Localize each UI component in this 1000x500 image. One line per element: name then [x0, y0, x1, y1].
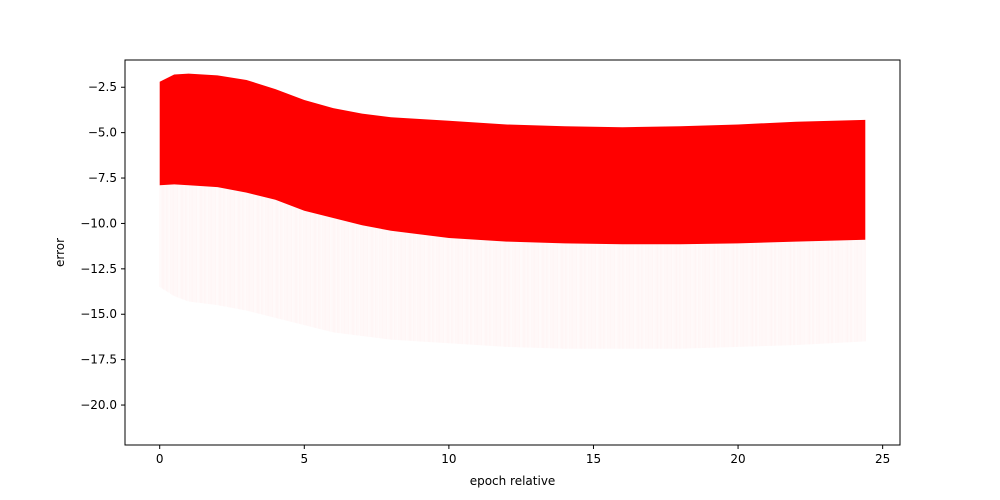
x-tick-label: 20 — [730, 452, 745, 466]
y-tick-label: −10.0 — [80, 216, 117, 230]
x-tick-label: 10 — [441, 452, 456, 466]
plot-area — [159, 73, 866, 349]
y-tick-label: −2.5 — [88, 80, 117, 94]
y-axis: −2.5 −5.0 −7.5 −10.0 −12.5 −15.0 −17.5 −20.0 — [80, 80, 125, 412]
y-tick-label: −15.0 — [80, 307, 117, 321]
x-tick-label: 25 — [875, 452, 890, 466]
y-tick-label: −7.5 — [88, 171, 117, 185]
y-axis-label: error — [53, 238, 67, 267]
y-tick-label: −20.0 — [80, 398, 117, 412]
x-axis-label: epoch relative — [470, 474, 556, 488]
y-tick-label: −5.0 — [88, 126, 117, 140]
scatter-dense-band — [159, 73, 866, 245]
x-tick-label: 15 — [586, 452, 601, 466]
x-tick-label: 5 — [300, 452, 308, 466]
y-tick-label: −12.5 — [80, 262, 117, 276]
plot-frame — [124, 59, 901, 446]
x-tick-label: 0 — [156, 452, 164, 466]
y-tick-label: −17.5 — [80, 353, 117, 367]
x-axis: 0 5 10 15 20 25 — [156, 445, 890, 466]
scatter-halo — [163, 184, 858, 349]
